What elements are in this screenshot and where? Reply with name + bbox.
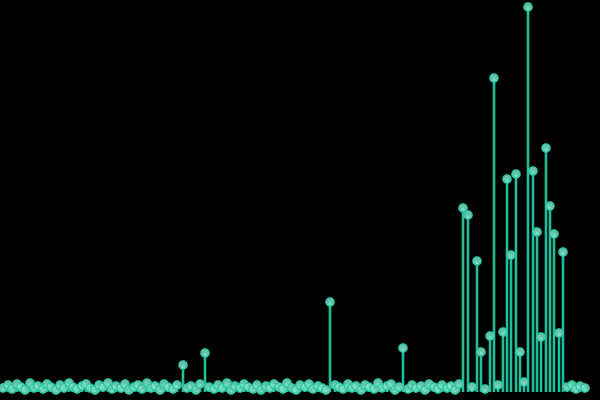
stem-marker — [472, 256, 482, 266]
stem-marker — [523, 2, 533, 12]
stem-marker — [476, 347, 486, 357]
stem-marker — [536, 332, 546, 342]
stem-marker — [485, 331, 495, 341]
stem-marker — [532, 227, 542, 237]
stem-marker — [545, 201, 555, 211]
stem-marker — [467, 382, 477, 392]
stem-marker — [20, 385, 30, 395]
stem-marker — [172, 380, 182, 390]
stem-marker — [506, 250, 516, 260]
stem-marker — [502, 174, 512, 184]
stem-marker — [454, 379, 464, 389]
stem-marker — [498, 327, 508, 337]
stem-marker — [200, 348, 210, 358]
stem-marker — [398, 343, 408, 353]
stem-marker — [528, 166, 538, 176]
stem-marker — [480, 384, 490, 394]
stem-marker — [493, 380, 503, 390]
stem-marker — [458, 203, 468, 213]
stem-marker — [519, 377, 529, 387]
stem-marker — [137, 384, 147, 394]
stem-marker — [549, 229, 559, 239]
stem-markers-group — [0, 2, 590, 395]
stem-marker — [394, 382, 404, 392]
stem-marker — [554, 328, 564, 338]
stem-marker — [463, 210, 473, 220]
stem-marker — [195, 379, 205, 389]
stem-marker — [321, 385, 331, 395]
stem-marker — [489, 73, 499, 83]
stem-marker — [515, 347, 525, 357]
stem-marker — [558, 247, 568, 257]
stem-marker — [178, 360, 188, 370]
stem-marker — [541, 143, 551, 153]
stem-marker — [580, 383, 590, 393]
stem-marker — [325, 297, 335, 307]
stem-marker — [511, 169, 521, 179]
